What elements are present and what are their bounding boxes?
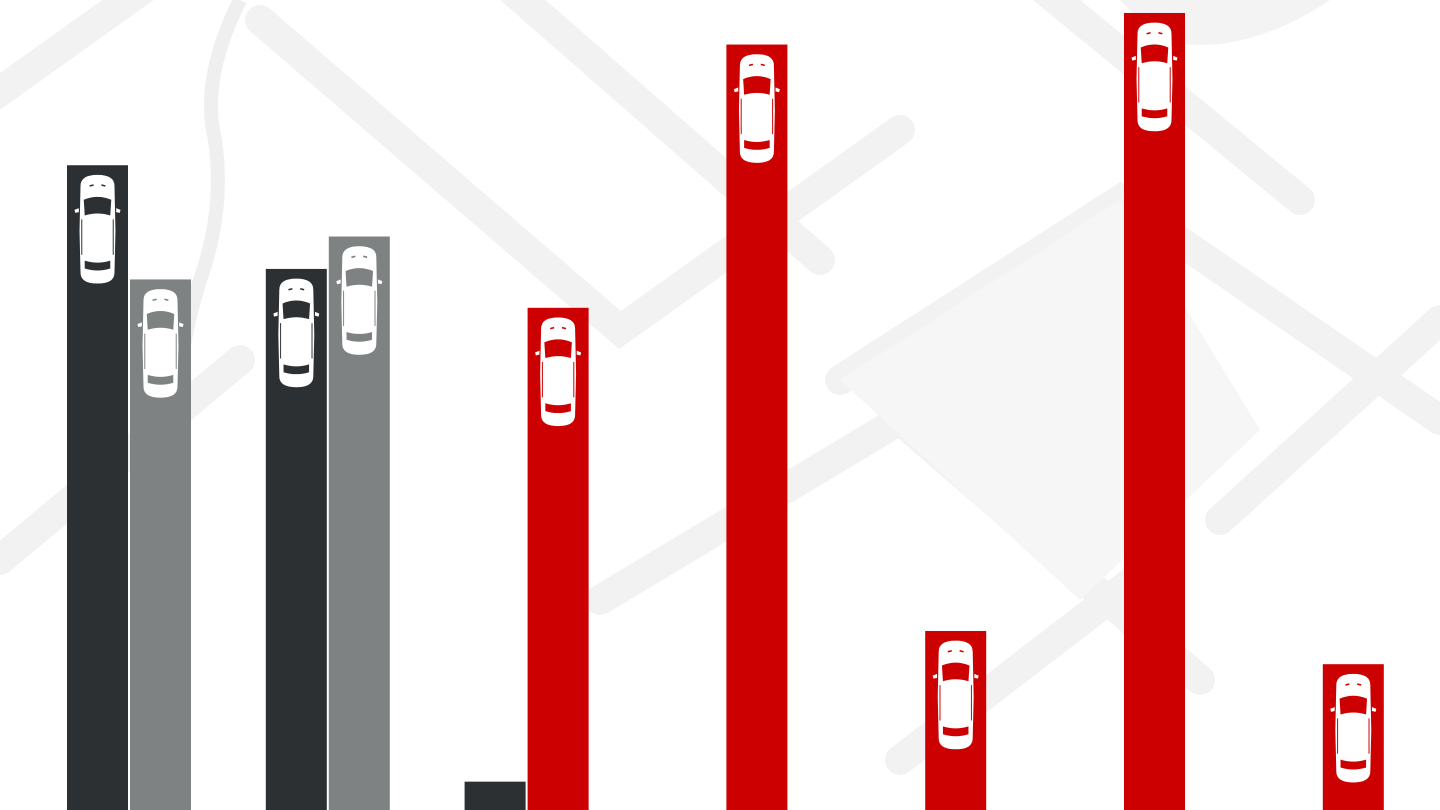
bar-3-1 <box>726 44 788 810</box>
bars-layer <box>67 12 1384 810</box>
bar-2-0 <box>464 781 526 810</box>
car-topview-icon <box>533 316 583 428</box>
bar-5-1 <box>1124 12 1185 810</box>
car-topview-icon <box>732 52 782 165</box>
car-topview-icon <box>334 244 384 357</box>
car-topview-icon <box>73 173 122 286</box>
car-topview-icon <box>931 639 981 751</box>
car-topview-icon <box>1328 672 1378 784</box>
car-topview-icon <box>271 277 321 389</box>
car-topview-icon <box>1130 21 1179 133</box>
car-topview-icon <box>136 287 185 400</box>
